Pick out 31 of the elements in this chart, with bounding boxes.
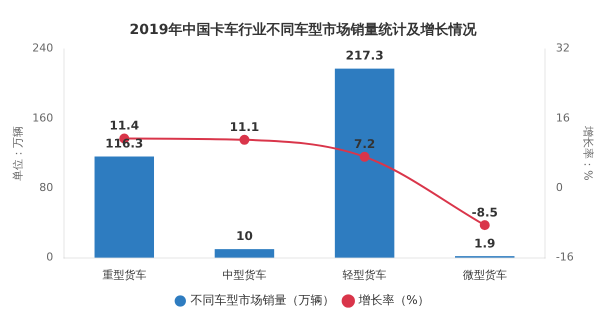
chart-title: 2019年中国卡车行业不同车型市场销量统计及增长情况 — [130, 21, 478, 38]
data-label: 217.3 — [346, 48, 384, 63]
data-label: 7.2 — [354, 136, 376, 151]
x-tick-label: 重型货车 — [102, 268, 146, 282]
data-label: 11.1 — [230, 120, 260, 134]
point — [480, 220, 490, 230]
data-label: 11.4 — [109, 118, 140, 133]
y-tick-label: 80 — [39, 180, 54, 194]
point — [239, 134, 250, 145]
x-tick-label: 微型货车 — [462, 268, 507, 282]
y2-tick-label: 0 — [556, 180, 563, 194]
data-label: 116.3 — [105, 136, 144, 151]
data-label: -8.5 — [472, 205, 498, 220]
y-tick-label: 160 — [32, 111, 54, 124]
data-label: 1.9 — [474, 236, 496, 250]
point — [360, 152, 370, 162]
y2-tick-label: -16 — [556, 250, 574, 264]
y-tick-label: 240 — [32, 42, 54, 55]
x-tick-label: 中型货车 — [222, 268, 266, 282]
bar — [214, 249, 274, 258]
y-tick-label: 0 — [46, 250, 54, 264]
data-label: 10 — [236, 229, 253, 244]
y2-tick-label: 32 — [556, 42, 570, 55]
y-axis-title: 单位：万辆 — [11, 126, 24, 181]
legend-label: 增长率（%） — [357, 293, 430, 308]
x-tick-label: 轻型货车 — [342, 268, 387, 282]
y2-axis-title: 增长率：% — [582, 125, 595, 181]
y2-tick-label: 16 — [556, 111, 570, 124]
bar — [94, 156, 154, 258]
bar — [334, 68, 394, 258]
legend-label: 不同车型市场销量（万辆） — [190, 293, 334, 308]
